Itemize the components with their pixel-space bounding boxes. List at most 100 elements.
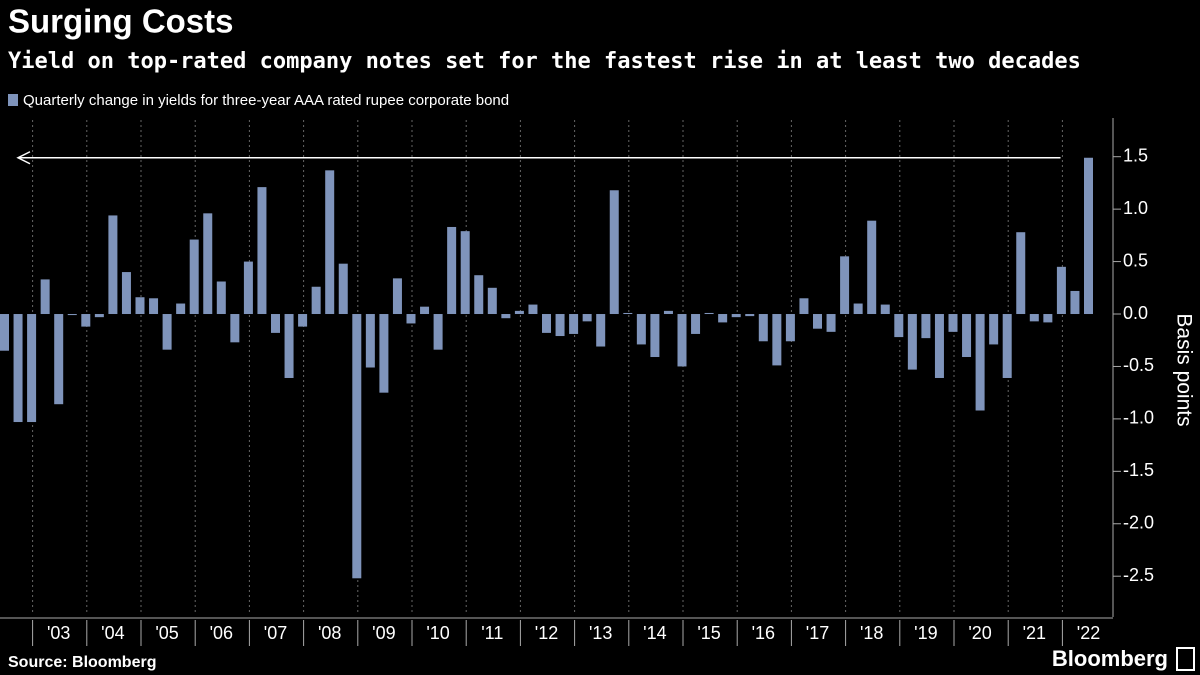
bar — [650, 314, 660, 358]
y-tick-label: -2.5 — [1123, 565, 1154, 585]
bar — [243, 261, 253, 315]
legend-swatch — [8, 94, 18, 106]
bar — [745, 314, 755, 317]
bar — [420, 306, 430, 315]
bar — [731, 314, 741, 318]
bar — [609, 190, 619, 315]
bar — [230, 314, 240, 343]
bar — [1070, 290, 1080, 315]
bar — [636, 314, 646, 345]
bar — [216, 281, 226, 315]
x-tick-label: '04 — [101, 623, 124, 643]
bar — [813, 314, 822, 329]
bar — [691, 314, 701, 334]
bar — [514, 310, 524, 315]
bar — [853, 303, 863, 315]
bar — [271, 314, 280, 333]
bar — [392, 278, 402, 315]
bar — [135, 297, 145, 315]
bar — [921, 314, 931, 339]
bar — [785, 314, 795, 342]
bar — [67, 314, 77, 316]
bar — [799, 298, 809, 315]
bar — [623, 312, 633, 315]
y-axis-title: Basis points — [1172, 313, 1195, 426]
bar — [826, 314, 836, 332]
bar — [975, 314, 985, 411]
bar — [176, 303, 186, 315]
bar — [311, 286, 321, 315]
x-tick-label: '18 — [860, 623, 883, 643]
bar — [338, 263, 348, 315]
bar — [1056, 266, 1066, 315]
bar — [257, 187, 267, 315]
x-tick-label: '08 — [318, 623, 341, 643]
bar — [772, 314, 782, 366]
y-tick-label: 1.0 — [1123, 198, 1148, 218]
y-tick-label: -0.5 — [1123, 355, 1154, 375]
chart-subtitle: Yield on top-rated company notes set for… — [8, 49, 1081, 74]
y-tick-label: -1.5 — [1123, 460, 1154, 480]
bar — [54, 314, 64, 405]
x-tick-label: '07 — [264, 623, 287, 643]
x-tick-label: '15 — [697, 623, 720, 643]
y-tick-label: -1.0 — [1123, 408, 1154, 428]
chart-title: Surging Costs — [8, 3, 234, 40]
bar — [596, 314, 606, 347]
bar — [406, 314, 416, 324]
logo: Bloomberg — [1052, 646, 1168, 671]
bar — [934, 314, 944, 378]
bar — [27, 314, 37, 423]
bar — [298, 314, 308, 327]
x-tick-label: '13 — [589, 623, 612, 643]
bar — [704, 312, 714, 315]
logo-icon — [1176, 647, 1195, 671]
bar — [677, 314, 687, 367]
bar — [13, 314, 23, 423]
bar — [907, 314, 917, 370]
source: Source: Bloomberg — [8, 654, 156, 671]
bar — [40, 279, 50, 315]
x-tick-label: '05 — [155, 623, 178, 643]
x-tick-label: '10 — [426, 623, 449, 643]
bar — [501, 314, 511, 319]
bar — [867, 220, 877, 315]
bar — [365, 314, 375, 368]
bar — [528, 304, 538, 315]
bar — [460, 231, 470, 315]
x-tick-label: '03 — [47, 623, 70, 643]
x-tick-label: '22 — [1077, 623, 1100, 643]
bar — [0, 314, 9, 351]
x-tick-label: '11 — [481, 623, 503, 643]
x-tick-label: '19 — [914, 623, 937, 643]
bar — [569, 314, 579, 334]
bar — [880, 304, 890, 315]
x-tick-label: '09 — [372, 623, 395, 643]
bar — [542, 314, 551, 333]
bar — [840, 256, 850, 315]
bar — [474, 275, 484, 315]
bar — [582, 314, 592, 322]
bar — [189, 239, 199, 315]
bar — [758, 314, 768, 342]
bar — [487, 287, 497, 315]
annotation-arrowhead — [16, 151, 31, 165]
y-tick-label: -2.0 — [1123, 513, 1154, 533]
bar — [1043, 314, 1053, 323]
bar — [1002, 314, 1012, 378]
bar — [447, 226, 457, 315]
x-tick-label: '14 — [643, 623, 666, 643]
x-tick-label: '21 — [1023, 623, 1046, 643]
bar — [162, 314, 172, 350]
x-tick-label: '12 — [535, 623, 558, 643]
bar — [94, 314, 104, 318]
y-tick-label: 0.5 — [1123, 250, 1148, 270]
bar — [284, 314, 294, 378]
bar — [555, 314, 565, 337]
bar — [325, 170, 335, 315]
x-tick-label: '06 — [210, 623, 233, 643]
bar — [718, 314, 728, 323]
bar — [1016, 232, 1026, 315]
bar — [894, 314, 904, 338]
